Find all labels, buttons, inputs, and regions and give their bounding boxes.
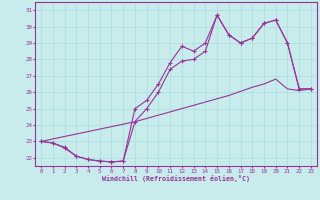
X-axis label: Windchill (Refroidissement éolien,°C): Windchill (Refroidissement éolien,°C) xyxy=(102,175,250,182)
